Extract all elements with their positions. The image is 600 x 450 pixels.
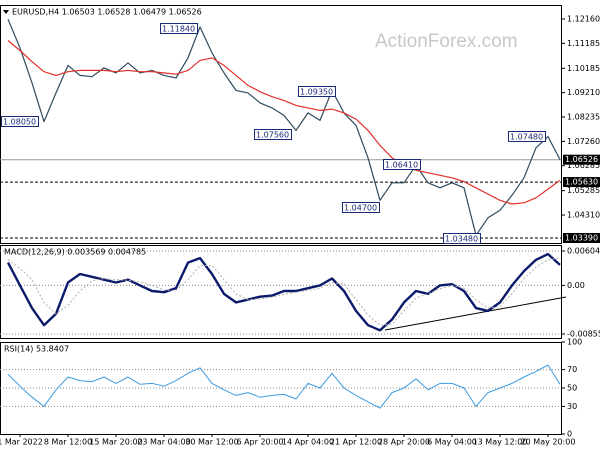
annotation-box — [1, 116, 39, 127]
panel-frame — [0, 5, 562, 244]
series-line — [7, 364, 561, 409]
series-line — [7, 40, 561, 205]
annotation-label: 1.11840 — [162, 25, 195, 34]
annotation-box — [298, 86, 336, 97]
x-tick-label: 8 Mar 12:00 — [44, 438, 92, 447]
y-tick-label: 100 — [567, 338, 582, 347]
x-tick-label: 6 Apr 20:00 — [236, 438, 283, 447]
y-tick-label: -0.008552 — [567, 329, 600, 338]
y-tick-label: 1.06285 — [567, 161, 600, 170]
level-label: 1.05630 — [565, 178, 598, 187]
y-tick-label: 70 — [567, 365, 577, 374]
x-tick-label: 21 Apr 12:00 — [330, 438, 382, 447]
y-tick-label: 1.08235 — [567, 113, 600, 122]
annotation-box — [443, 233, 481, 244]
y-tick-label: 50 — [567, 384, 577, 393]
level-box — [563, 154, 600, 165]
level-box — [563, 177, 600, 188]
y-tick-label: 1.04310 — [567, 211, 600, 220]
level-label: 1.06526 — [565, 155, 598, 164]
x-tick-label: 6 May 04:00 — [427, 438, 477, 447]
x-tick-label: 15 Mar 20:00 — [89, 438, 142, 447]
x-tick-label: 28 Apr 20:00 — [378, 438, 430, 447]
y-tick-label: 1.11185 — [567, 39, 600, 48]
level-label: 1.03390 — [565, 234, 598, 243]
watermark: ActionForex.com — [375, 31, 518, 52]
panel-frame — [0, 245, 562, 339]
annotation-label: 1.07560 — [256, 131, 289, 140]
annotation-box — [160, 23, 198, 34]
x-tick-label: 30 Mar 12:00 — [185, 438, 238, 447]
y-tick-label: 0.006043 — [567, 247, 600, 256]
panel-title: MACD(12,26,9) 0.003569 0.004785 — [4, 248, 146, 257]
annotation-box — [383, 159, 421, 170]
annotation-box — [342, 202, 380, 213]
menu-icon — [3, 10, 9, 14]
x-tick-label: 14 Apr 04:00 — [282, 438, 334, 447]
x-tick-label: 20 May 20:00 — [521, 438, 576, 447]
annotation-box — [508, 131, 546, 142]
y-tick-label: 1.05285 — [567, 186, 600, 195]
level-box — [563, 233, 600, 244]
y-tick-label: 30 — [567, 402, 577, 411]
annotation-label: 1.03480 — [445, 235, 478, 244]
annotation-label: 1.06410 — [385, 161, 418, 170]
y-tick-label: 1.12160 — [567, 14, 600, 23]
series-line — [6, 252, 561, 332]
x-tick-label: 23 Mar 04:00 — [137, 438, 190, 447]
annotation-label: 1.09350 — [300, 88, 333, 97]
y-tick-label: 0 — [567, 430, 572, 439]
annotation-label: 1.08050 — [3, 118, 36, 127]
x-tick-label: 1 Mar 2022 — [0, 438, 43, 447]
annotation-box — [254, 129, 292, 140]
annotation-label: 1.07480 — [510, 133, 543, 142]
y-tick-label: 1.09210 — [567, 88, 600, 97]
x-tick-label: 13 May 12:00 — [473, 438, 528, 447]
panel-title: EURUSD,H4 1.06503 1.06528 1.06479 1.0652… — [12, 8, 202, 17]
y-tick-label: 0.00 — [567, 281, 585, 290]
macd-trendline — [384, 296, 567, 331]
panel-title: RSI(14) 53.8407 — [4, 345, 69, 354]
y-tick-label: 1.07260 — [567, 137, 600, 146]
annotation-label: 1.04700 — [344, 204, 377, 213]
y-tick-label: 1.10185 — [567, 64, 600, 73]
